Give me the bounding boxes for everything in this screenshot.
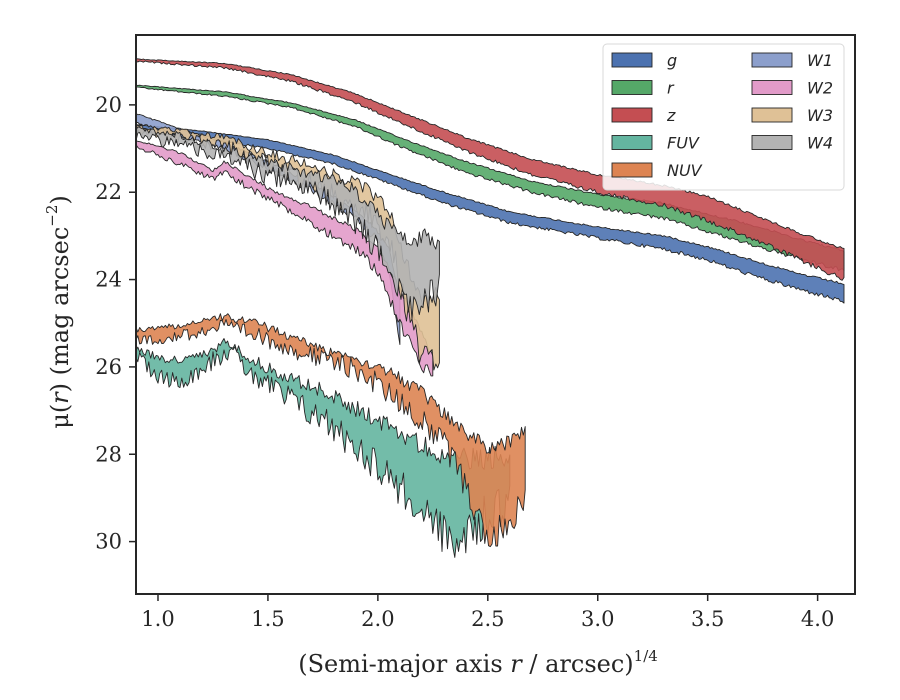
legend-swatch: [751, 52, 793, 68]
legend-swatch: [751, 80, 793, 95]
band-w2: [136, 140, 434, 377]
legend-label: g: [667, 51, 677, 70]
legend-item-w3: W3: [751, 106, 833, 125]
x-axis-label-tail: / arcsec): [522, 650, 634, 678]
legend-swatch: [611, 162, 653, 178]
band-z: [136, 58, 845, 281]
x-tick-label: 2.5: [471, 607, 504, 631]
legend-item-r: r: [611, 79, 675, 98]
legend-label: NUV: [667, 161, 703, 180]
y-axis-label-prefix: μ(: [46, 404, 74, 429]
x-tick-label: 2.0: [361, 607, 394, 631]
plot-frame: [135, 34, 856, 595]
band-w4: [136, 126, 440, 320]
band-nuv: [136, 313, 526, 548]
x-axis-label-sup: 1/4: [634, 647, 658, 665]
legend-item-w2: W2: [751, 79, 833, 98]
y-axis-label-sup: −2: [43, 205, 61, 227]
y-tick-label: 26: [95, 355, 122, 379]
y-axis-label: μ(r) (mag arcsec−2): [43, 195, 74, 429]
legend-label: W3: [807, 106, 833, 125]
y-tick-label: 24: [95, 268, 122, 292]
y-tick-label: 28: [95, 442, 122, 466]
y-tick-label: 22: [95, 180, 122, 204]
legend: grz FUV NUV W1 W2 W3 W4: [602, 43, 845, 191]
x-axis-label-var: r: [510, 650, 523, 678]
x-axis: 1.0 1.5 2.0 2.5 3.0 3.5 4.0: [141, 594, 834, 631]
y-axis-label-mid: ) (mag arcsec: [46, 227, 74, 393]
legend-swatch: [611, 135, 653, 150]
x-tick-label: 3.0: [581, 607, 614, 631]
legend-swatch: [611, 107, 653, 123]
legend-item-g: g: [611, 51, 677, 70]
legend-item-z: z: [611, 106, 676, 125]
legend-label: FUV: [667, 134, 700, 153]
y-axis-label-suffix: ): [46, 195, 74, 204]
legend-label: z: [666, 106, 676, 125]
x-tick-label: 1.5: [251, 607, 284, 631]
y-axis: 20 22 24 26 28 30: [95, 93, 136, 554]
legend-label: W2: [807, 79, 833, 98]
legend-item-w1: W1: [751, 51, 833, 70]
x-tick-label: 3.5: [691, 607, 724, 631]
x-axis-label-main: (Semi-major axis: [298, 650, 510, 678]
legend-label: r: [667, 79, 675, 98]
y-tick-label: 30: [95, 530, 122, 554]
x-tick-label: 1.0: [141, 607, 174, 631]
legend-item-w4: W4: [751, 134, 833, 153]
legend-swatch: [611, 52, 653, 68]
legend-label: W1: [807, 51, 833, 70]
legend-swatch: [751, 135, 793, 150]
legend-swatch: [611, 80, 653, 95]
x-axis-label: (Semi-major axis r / arcsec)1/4: [298, 647, 658, 678]
legend-label: W4: [807, 134, 833, 153]
y-tick-label: 20: [95, 93, 122, 117]
legend-item-nuv: NUV: [611, 161, 703, 180]
band-g: [136, 124, 845, 304]
bands-layer: [136, 58, 845, 558]
x-tick-label: 4.0: [801, 607, 834, 631]
legend-swatch: [751, 107, 793, 123]
y-axis-label-var: r: [46, 391, 74, 404]
legend-item-fuv: FUV: [611, 134, 700, 153]
